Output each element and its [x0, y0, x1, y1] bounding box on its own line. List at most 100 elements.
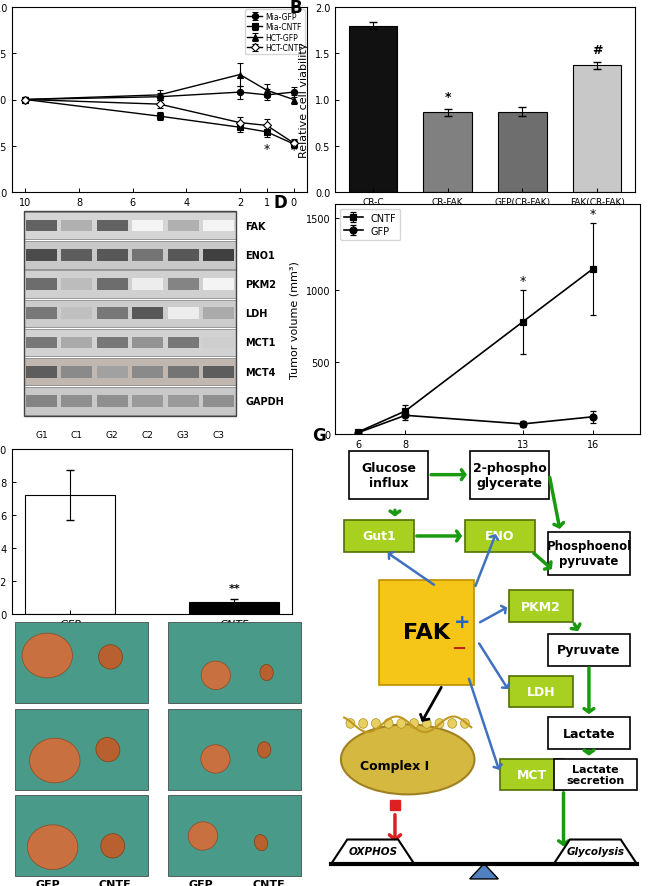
Text: ENO: ENO [485, 530, 515, 543]
Bar [97, 367, 128, 378]
Text: Complex I: Complex I [360, 759, 430, 773]
Bar [97, 396, 128, 408]
Bar [24, 212, 236, 416]
Ellipse shape [29, 738, 80, 783]
Text: 2-phospho
glycerate: 2-phospho glycerate [473, 461, 546, 489]
Text: FAK: FAK [245, 222, 266, 231]
Text: GFP: GFP [35, 879, 60, 886]
Polygon shape [332, 840, 414, 864]
Bar [24, 388, 236, 416]
Text: −: − [451, 639, 466, 657]
Bar [132, 308, 163, 320]
Text: Glucose
influx: Glucose influx [361, 461, 416, 489]
FancyBboxPatch shape [465, 520, 535, 553]
Text: *: * [590, 207, 596, 221]
Ellipse shape [257, 742, 271, 758]
Y-axis label: Tumor volume (mm³): Tumor volume (mm³) [290, 260, 300, 378]
Text: G2: G2 [106, 430, 118, 439]
Ellipse shape [410, 719, 419, 728]
Bar [26, 250, 57, 261]
Bar [24, 242, 236, 269]
Text: CNTF: CNTF [99, 879, 131, 886]
Text: Lactate: Lactate [563, 727, 616, 740]
Bar [132, 250, 163, 261]
Text: Gut1: Gut1 [362, 530, 396, 543]
Bar [97, 279, 128, 291]
Bar [168, 709, 301, 790]
FancyBboxPatch shape [547, 634, 630, 666]
Y-axis label: Relative cell viability: Relative cell viability [299, 43, 309, 158]
Text: G3: G3 [177, 430, 190, 439]
Bar [203, 308, 234, 320]
Ellipse shape [435, 719, 444, 728]
Text: C1: C1 [71, 430, 83, 439]
Text: D: D [274, 193, 288, 211]
Ellipse shape [448, 719, 457, 728]
Text: MCT1: MCT1 [245, 338, 276, 348]
FancyBboxPatch shape [500, 759, 564, 790]
Bar [203, 338, 234, 349]
Text: PKM2: PKM2 [245, 280, 276, 290]
Ellipse shape [371, 719, 380, 728]
Ellipse shape [341, 725, 474, 795]
Ellipse shape [384, 719, 393, 728]
Bar [203, 367, 234, 378]
Bar [97, 308, 128, 320]
Bar [348, 27, 397, 193]
Text: Lactate
secretion: Lactate secretion [566, 764, 625, 786]
Text: FAK: FAK [403, 623, 450, 642]
Bar [168, 221, 199, 232]
Ellipse shape [22, 633, 73, 678]
Ellipse shape [201, 745, 230, 773]
FancyBboxPatch shape [547, 532, 630, 576]
Legend: Mia-GFP, Mia-CNTF, HCT-GFP, HCT-CNTF: Mia-GFP, Mia-CNTF, HCT-GFP, HCT-CNTF [245, 11, 305, 56]
Bar [132, 221, 163, 232]
Bar [15, 796, 148, 876]
Bar [168, 623, 301, 703]
Text: *: * [264, 143, 270, 156]
Ellipse shape [27, 825, 78, 869]
Text: C3: C3 [213, 430, 224, 439]
Text: CNTF: CNTF [252, 879, 285, 886]
Text: *: * [445, 91, 451, 104]
Bar [97, 338, 128, 349]
Bar [25, 495, 115, 614]
Bar [168, 308, 199, 320]
Text: Glycolysis: Glycolysis [566, 846, 624, 857]
Text: LDH: LDH [527, 685, 556, 698]
Bar [203, 221, 234, 232]
Bar [168, 279, 199, 291]
Bar [61, 308, 92, 320]
Ellipse shape [397, 719, 406, 728]
Bar [61, 250, 92, 261]
Bar [203, 279, 234, 291]
Ellipse shape [188, 822, 218, 851]
FancyBboxPatch shape [510, 676, 573, 707]
Ellipse shape [346, 719, 355, 728]
Bar [168, 250, 199, 261]
Bar [26, 338, 57, 349]
Polygon shape [470, 864, 499, 879]
Bar [26, 279, 57, 291]
Bar [15, 709, 148, 790]
Bar [61, 221, 92, 232]
Text: G: G [312, 427, 326, 445]
Text: GFP: GFP [188, 879, 213, 886]
Ellipse shape [260, 664, 273, 681]
FancyBboxPatch shape [379, 580, 474, 685]
Polygon shape [554, 840, 636, 864]
Bar [97, 221, 128, 232]
Bar [26, 396, 57, 408]
Text: #: # [592, 44, 603, 57]
Ellipse shape [96, 738, 120, 762]
Bar [15, 623, 148, 703]
Bar [423, 113, 472, 193]
Text: Pyruvate: Pyruvate [557, 643, 621, 657]
X-axis label: FBS (%): FBS (%) [138, 214, 181, 223]
Ellipse shape [359, 719, 368, 728]
Text: C2: C2 [142, 430, 153, 439]
Bar [168, 338, 199, 349]
Ellipse shape [460, 719, 469, 728]
Bar [24, 359, 236, 386]
FancyBboxPatch shape [510, 591, 573, 622]
